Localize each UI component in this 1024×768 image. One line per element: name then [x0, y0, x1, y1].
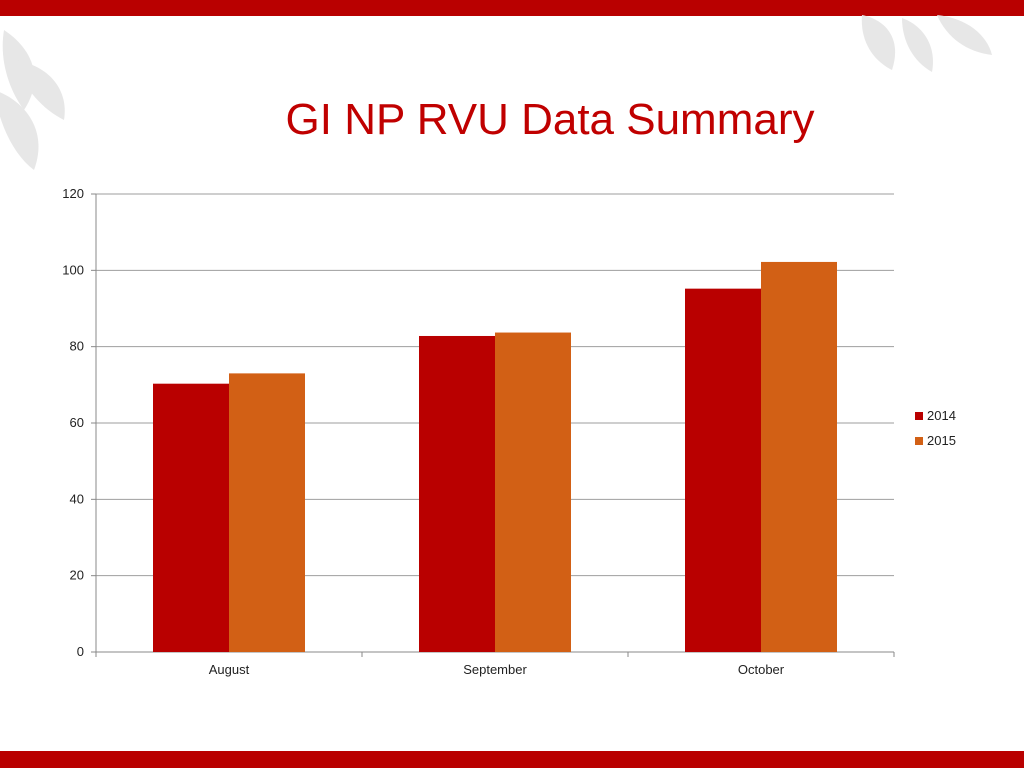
bar-2015-august: [229, 373, 305, 652]
legend-swatch: [915, 437, 923, 445]
y-tick-label: 20: [70, 568, 84, 583]
bar-2014-september: [419, 335, 495, 652]
x-category-label: October: [738, 662, 785, 677]
bar-2014-october: [685, 288, 761, 652]
y-tick-label: 60: [70, 415, 84, 430]
y-tick-label: 100: [62, 262, 84, 277]
y-tick-label: 40: [70, 491, 84, 506]
leaf-decoration-left-icon: [0, 30, 65, 170]
y-tick-label: 80: [70, 339, 84, 354]
x-category-label: August: [209, 662, 250, 677]
legend-swatch: [915, 412, 923, 420]
y-tick-label: 120: [62, 186, 84, 201]
bar-2015-september: [495, 332, 571, 652]
y-tick-label: 0: [77, 644, 84, 659]
bar-2015-october: [761, 261, 837, 652]
top-accent-band: [0, 0, 1024, 16]
slide-title: GI NP RVU Data Summary: [285, 95, 815, 144]
bar-2014-august: [153, 383, 229, 652]
legend-label: 2014: [927, 408, 956, 423]
x-category-label: September: [463, 662, 527, 677]
legend-label: 2015: [927, 433, 956, 448]
leaf-decoration-right-icon: [861, 15, 992, 72]
bottom-accent-band: [0, 751, 1024, 768]
